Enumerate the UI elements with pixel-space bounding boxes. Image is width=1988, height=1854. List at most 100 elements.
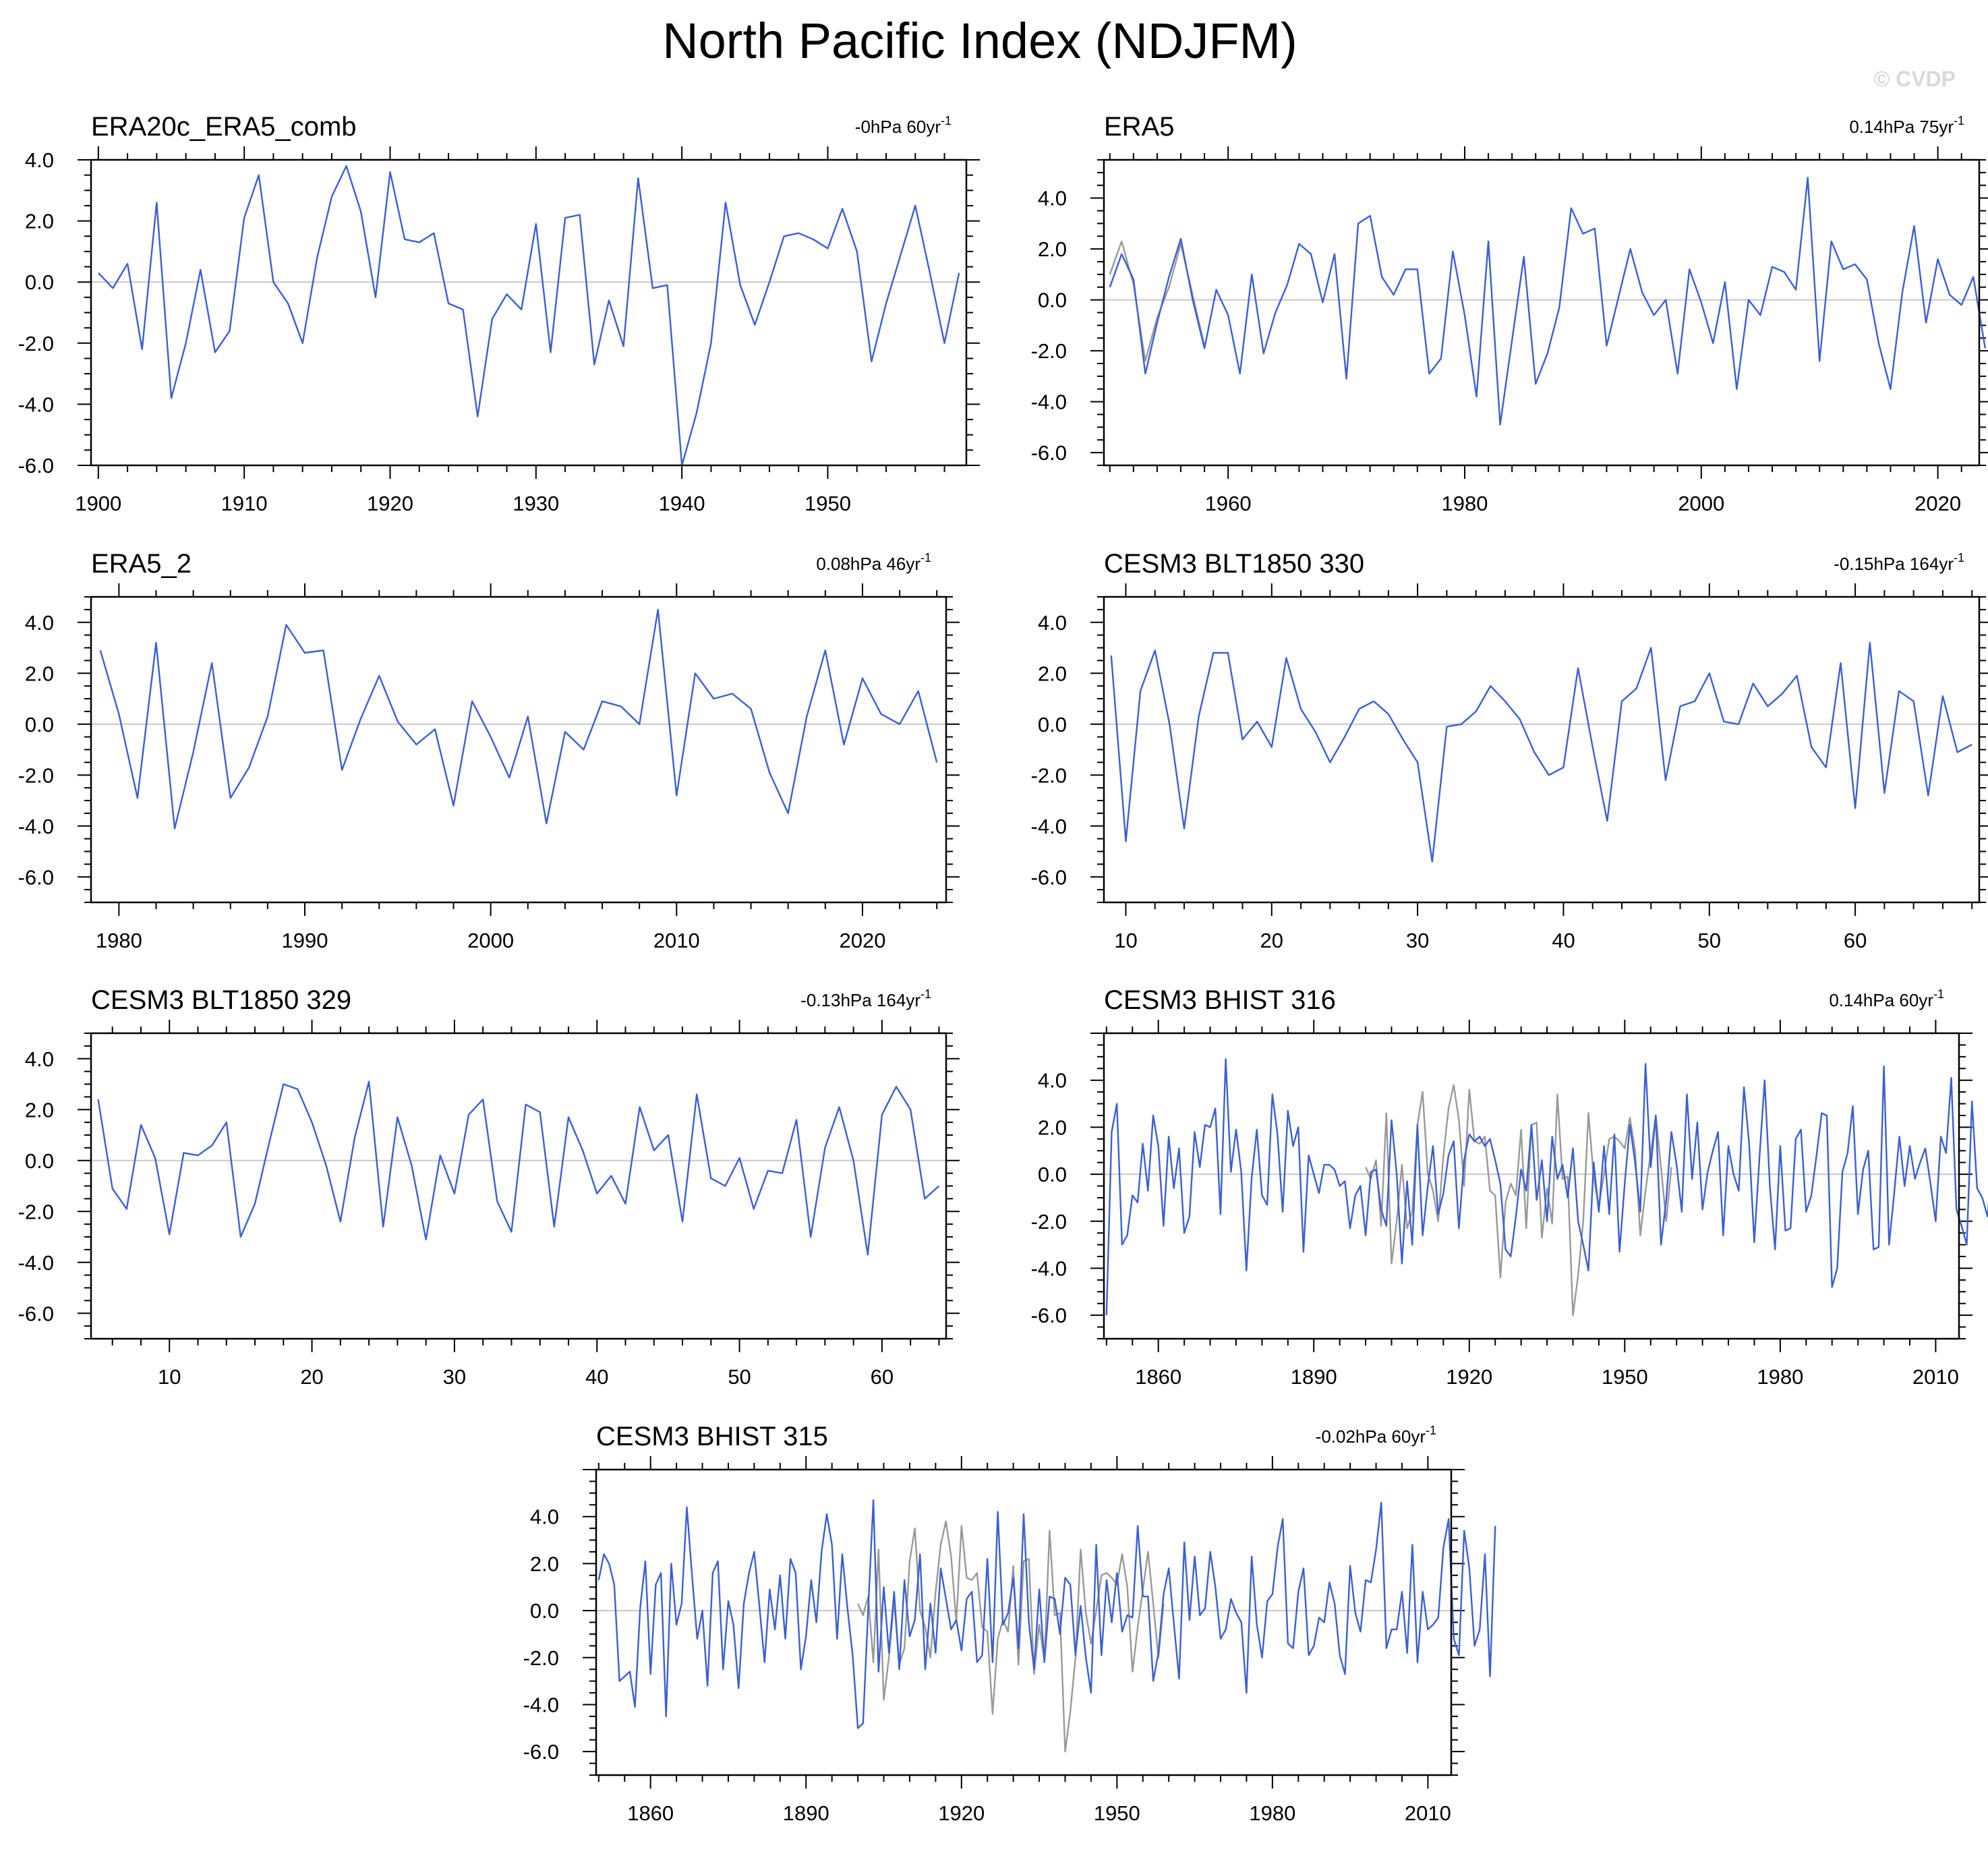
plot-frame bbox=[90, 1032, 947, 1340]
y-tick-label: -4.0 bbox=[1031, 390, 1067, 414]
x-tick-label: 10 bbox=[1114, 929, 1137, 952]
x-tick-label: 1980 bbox=[1442, 492, 1488, 515]
y-tick-label: 0.0 bbox=[1038, 1163, 1067, 1186]
x-tick-label: 40 bbox=[585, 1365, 608, 1389]
x-tick-label: 20 bbox=[300, 1365, 323, 1389]
ticks bbox=[1090, 146, 1988, 479]
x-tick-label: 1960 bbox=[1205, 492, 1252, 515]
series-line-primary bbox=[597, 1499, 1496, 1729]
x-tick-label: 2000 bbox=[1678, 492, 1724, 515]
x-tick-label: 40 bbox=[1552, 929, 1575, 952]
y-tick-label: 2.0 bbox=[25, 662, 54, 685]
panel-1: ERA20c_ERA5_comb -0hPa 60yr-1 1900 1910 1920… bbox=[18, 112, 980, 515]
series-line-secondary bbox=[1365, 1084, 1672, 1316]
plot-frame bbox=[90, 596, 947, 904]
panel-5: CESM3 BLT1850 329 -0.13hPa 164yr-1 10 20 30 4… bbox=[18, 985, 960, 1389]
x-tick-label: 2020 bbox=[1914, 492, 1961, 515]
x-tick-label: 1950 bbox=[1094, 1801, 1140, 1825]
panel-title: ERA20c_ERA5_comb bbox=[91, 112, 357, 142]
x-tick-label: 30 bbox=[1406, 929, 1429, 952]
panel-6: CESM3 BHIST 316 0.14hPa 60yr-1 1860 1890 192… bbox=[1031, 985, 1988, 1389]
trend-exponent: -1 bbox=[1426, 1424, 1436, 1437]
series-line-primary bbox=[99, 608, 938, 830]
y-tick-label: 2.0 bbox=[1038, 237, 1067, 261]
y-tick-label: 0.0 bbox=[1038, 713, 1067, 736]
y-tick-label: 4.0 bbox=[530, 1505, 559, 1529]
plot-frame bbox=[1103, 158, 1981, 467]
y-tick-label: 0.0 bbox=[25, 713, 54, 736]
x-tick-label: 2010 bbox=[653, 929, 700, 952]
panel-trend: 0.14hPa 60yr-1 bbox=[1829, 987, 1944, 1010]
ticks bbox=[583, 1456, 1465, 1789]
y-tick-label: 4.0 bbox=[1038, 1069, 1067, 1093]
y-tick-label: 2.0 bbox=[25, 210, 54, 233]
y-tick-label: -6.0 bbox=[18, 865, 54, 889]
y-tick-label: -4.0 bbox=[523, 1693, 559, 1716]
x-tick-label: 50 bbox=[1698, 929, 1721, 952]
ticks bbox=[78, 1020, 960, 1352]
x-tick-label: 1910 bbox=[221, 492, 268, 515]
panel-4: CESM3 BLT1850 330 -0.15hPa 164yr-1 10 20 30 4… bbox=[1031, 549, 1988, 952]
y-tick-label: -6.0 bbox=[18, 454, 54, 477]
x-tick-label: 1950 bbox=[1602, 1365, 1648, 1389]
panel-trend: -0.13hPa 164yr-1 bbox=[800, 987, 931, 1010]
trend-value: -0.13hPa 164yr bbox=[800, 990, 920, 1010]
plot-frame bbox=[1103, 1032, 1960, 1340]
trend-value: 0.08hPa 46yr bbox=[816, 554, 920, 574]
x-tick-label: 1890 bbox=[1291, 1365, 1337, 1389]
x-tick-label: 1980 bbox=[96, 929, 142, 952]
y-tick-label: -6.0 bbox=[1031, 1304, 1067, 1327]
trend-exponent: -1 bbox=[920, 987, 931, 1001]
y-tick-label: 0.0 bbox=[1038, 289, 1067, 312]
y-tick-label: 2.0 bbox=[1038, 662, 1067, 685]
y-tick-label: 4.0 bbox=[25, 611, 54, 635]
main-title: North Pacific Index (NDJFM) bbox=[662, 13, 1297, 69]
y-tick-label: -6.0 bbox=[18, 1302, 54, 1325]
x-tick-label: 1920 bbox=[938, 1801, 985, 1825]
ticks bbox=[1090, 583, 1988, 916]
plot-frame bbox=[595, 1468, 1453, 1776]
y-tick-label: -4.0 bbox=[18, 1251, 54, 1275]
panel-title: CESM3 BLT1850 329 bbox=[91, 985, 351, 1015]
ticks bbox=[78, 583, 960, 916]
y-tick-label: -2.0 bbox=[1031, 1210, 1067, 1234]
watermark: © CVDP bbox=[1874, 67, 1956, 91]
x-tick-label: 50 bbox=[728, 1365, 751, 1389]
x-tick-label: 1980 bbox=[1757, 1365, 1803, 1389]
y-tick-label: 0.0 bbox=[25, 270, 54, 294]
y-tick-label: 2.0 bbox=[530, 1552, 559, 1575]
series-line-primary bbox=[97, 1080, 940, 1256]
plot-frame bbox=[1103, 596, 1981, 904]
panel-2: ERA5 0.14hPa 75yr-1 1960 1980 2000 2020 4.0 2.0… bbox=[1031, 112, 1988, 515]
y-tick-label: 4.0 bbox=[1038, 611, 1067, 635]
trend-exponent: -1 bbox=[1933, 987, 1944, 1001]
series-line-primary bbox=[1110, 641, 1972, 863]
trend-exponent: -1 bbox=[1954, 114, 1964, 127]
y-tick-label: 2.0 bbox=[25, 1098, 54, 1122]
trend-exponent: -1 bbox=[920, 551, 931, 564]
series-line-secondary bbox=[857, 1520, 1165, 1753]
y-tick-label: 4.0 bbox=[25, 1047, 54, 1071]
y-tick-label: 4.0 bbox=[25, 148, 54, 172]
x-tick-label: 1860 bbox=[627, 1801, 674, 1825]
x-tick-label: 1990 bbox=[282, 929, 328, 952]
x-tick-label: 1950 bbox=[805, 492, 851, 515]
x-tick-label: 1890 bbox=[783, 1801, 829, 1825]
ticks bbox=[1090, 1020, 1972, 1352]
x-tick-label: 1900 bbox=[75, 492, 121, 515]
x-tick-label: 2010 bbox=[1912, 1365, 1959, 1389]
panel-title: CESM3 BHIST 316 bbox=[1104, 985, 1336, 1015]
x-tick-label: 1940 bbox=[659, 492, 705, 515]
x-tick-label: 2010 bbox=[1405, 1801, 1451, 1825]
y-tick-label: -2.0 bbox=[18, 763, 54, 787]
y-tick-label: -2.0 bbox=[18, 1200, 54, 1223]
panel-title: CESM3 BLT1850 330 bbox=[1104, 549, 1364, 579]
panel-trend: -0.02hPa 60yr-1 bbox=[1316, 1424, 1436, 1447]
x-tick-label: 1860 bbox=[1135, 1365, 1181, 1389]
panel-trend: 0.08hPa 46yr-1 bbox=[816, 551, 931, 574]
panel-title: ERA5_2 bbox=[91, 549, 192, 579]
ticks bbox=[78, 146, 980, 479]
y-tick-label: -2.0 bbox=[1031, 339, 1067, 363]
trend-value: -0.02hPa 60yr bbox=[1316, 1426, 1426, 1447]
